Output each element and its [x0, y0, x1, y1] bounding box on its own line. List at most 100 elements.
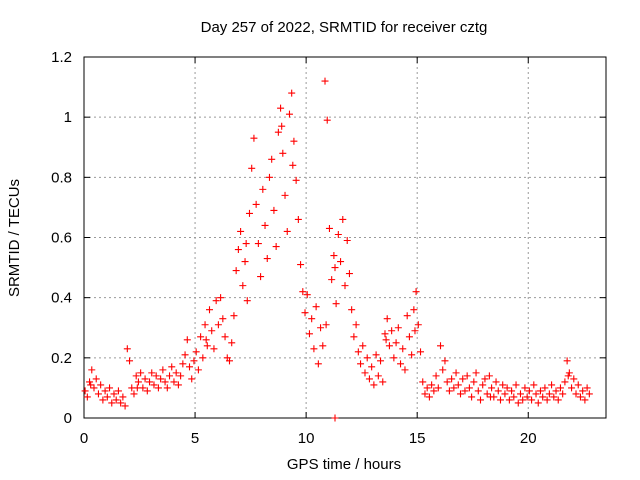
data-point	[574, 381, 582, 389]
data-point	[203, 342, 211, 350]
data-point	[312, 303, 320, 311]
data-point	[212, 297, 220, 305]
data-point	[443, 378, 451, 386]
data-point	[552, 387, 560, 395]
data-point	[92, 375, 100, 383]
data-point	[108, 399, 116, 407]
data-point	[252, 200, 260, 208]
data-point	[363, 354, 371, 362]
data-point	[437, 342, 445, 350]
data-point	[481, 375, 489, 383]
data-point	[225, 357, 233, 365]
data-point	[530, 381, 538, 389]
data-point	[214, 321, 222, 329]
data-point	[368, 363, 376, 371]
data-point	[202, 336, 210, 344]
data-point	[261, 221, 269, 229]
data-point	[339, 215, 347, 223]
data-point	[257, 273, 265, 281]
data-point	[314, 360, 322, 368]
data-point	[331, 264, 339, 272]
data-point	[539, 393, 547, 401]
data-point	[123, 345, 131, 353]
data-point	[432, 372, 440, 380]
data-point	[392, 339, 400, 347]
data-point	[317, 324, 325, 332]
data-point	[272, 243, 280, 251]
data-point	[410, 306, 418, 314]
data-point	[288, 89, 296, 97]
data-point	[572, 390, 580, 398]
data-point	[379, 378, 387, 386]
data-point	[341, 282, 349, 290]
data-point	[581, 396, 589, 404]
data-point	[521, 384, 529, 392]
data-point	[152, 372, 160, 380]
y-tick-label: 0.2	[51, 350, 72, 367]
data-point	[163, 384, 171, 392]
data-point	[210, 345, 218, 353]
data-point	[514, 399, 522, 407]
data-point	[532, 390, 540, 398]
data-point	[278, 122, 286, 130]
data-point	[208, 327, 216, 335]
data-point	[334, 230, 342, 238]
data-point	[465, 384, 473, 392]
data-point	[463, 372, 471, 380]
data-point	[576, 393, 584, 401]
data-points	[81, 77, 593, 422]
data-point	[228, 339, 236, 347]
data-point	[308, 315, 316, 323]
data-point	[382, 336, 390, 344]
data-point	[121, 402, 129, 410]
data-point	[242, 240, 250, 248]
data-point	[474, 387, 482, 395]
data-point	[390, 354, 398, 362]
x-tick-label: 5	[191, 430, 199, 447]
data-point	[559, 390, 567, 398]
data-point	[181, 351, 189, 359]
data-point	[301, 309, 309, 317]
data-point	[130, 390, 138, 398]
grid	[84, 57, 606, 418]
data-point	[534, 399, 542, 407]
data-point	[570, 375, 578, 383]
data-point	[241, 258, 249, 266]
data-point	[516, 390, 524, 398]
data-point	[239, 282, 247, 290]
data-point	[554, 396, 562, 404]
data-point	[348, 306, 356, 314]
data-point	[568, 384, 576, 392]
data-point	[501, 390, 509, 398]
data-point	[519, 396, 527, 404]
data-point	[486, 393, 494, 401]
data-point	[541, 384, 549, 392]
data-point	[143, 387, 151, 395]
data-point	[221, 333, 229, 341]
data-point	[523, 393, 531, 401]
y-axis-label: SRMTID / TECUs	[6, 179, 23, 297]
data-point	[234, 246, 242, 254]
data-point	[259, 185, 267, 193]
data-point	[157, 375, 165, 383]
data-point	[419, 378, 427, 386]
data-point	[114, 387, 122, 395]
data-point	[472, 369, 480, 377]
data-point	[170, 378, 178, 386]
data-point	[408, 351, 416, 359]
data-point	[337, 258, 345, 266]
y-tick-label: 1	[64, 109, 72, 126]
data-point	[479, 381, 487, 389]
axis-ticks	[83, 56, 606, 419]
data-point	[268, 155, 276, 163]
data-point	[377, 357, 385, 365]
data-point	[106, 384, 114, 392]
data-point	[381, 330, 389, 338]
data-point	[117, 399, 125, 407]
data-point	[543, 396, 551, 404]
data-point	[450, 384, 458, 392]
y-tick-label: 1.2	[51, 49, 72, 66]
data-point	[508, 387, 516, 395]
data-point	[289, 161, 297, 169]
data-point	[166, 372, 174, 380]
